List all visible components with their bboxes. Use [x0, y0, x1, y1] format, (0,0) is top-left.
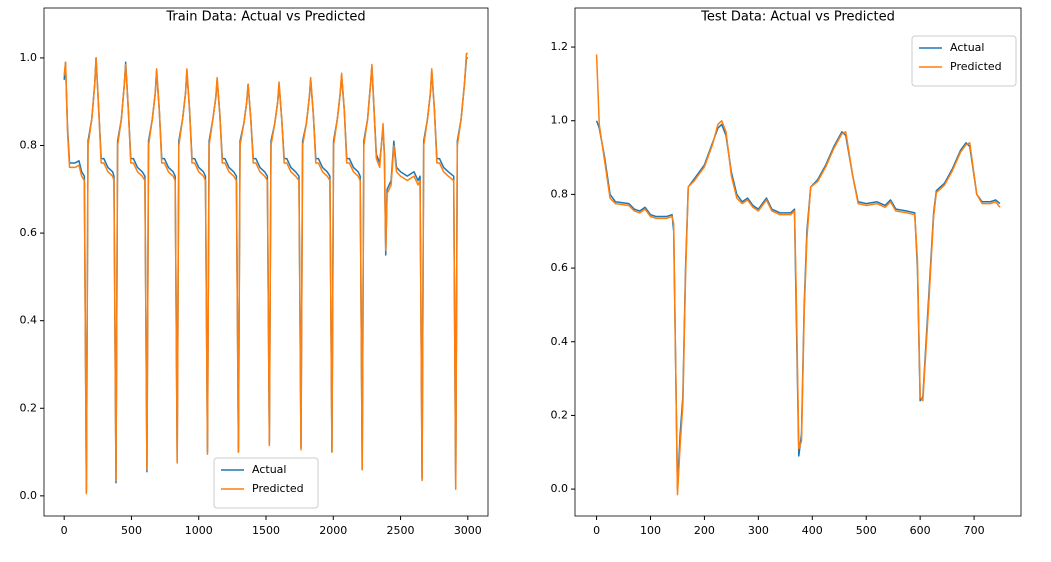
x-tick-label: 1000	[185, 524, 213, 537]
chart-title: Test Data: Actual vs Predicted	[700, 10, 895, 25]
y-tick-label: 0.4	[551, 335, 569, 348]
y-tick-label: 0.6	[20, 226, 38, 239]
x-tick-label: 2000	[319, 524, 347, 537]
y-tick-label: 0.8	[551, 187, 569, 200]
x-tick-label: 0	[61, 524, 68, 537]
x-tick-label: 600	[910, 524, 931, 537]
axes-frame	[43, 7, 489, 517]
subplot: Train Data: Actual vs Predicted 0 500 1000 1…	[20, 7, 489, 537]
x-tick-label: 2500	[387, 524, 415, 537]
x-tick-label: 0	[593, 524, 600, 537]
axes-frame	[574, 7, 1022, 517]
y-tick-label: 0.0	[20, 489, 38, 502]
x-tick-label: 300	[748, 524, 769, 537]
data-line	[63, 52, 468, 495]
y-tick-label: 1.0	[551, 114, 569, 127]
y-tick-label: 0.2	[551, 408, 569, 421]
y-tick-label: 0.4	[20, 314, 38, 327]
legend-label: Actual	[950, 41, 984, 54]
y-tick-label: 0.0	[551, 482, 569, 495]
y-tick-label: 0.8	[20, 139, 38, 152]
x-tick-label: 500	[856, 524, 877, 537]
data-line	[63, 57, 468, 493]
chart-title: Train Data: Actual vs Predicted	[165, 10, 365, 25]
legend-label: Predicted	[252, 482, 304, 495]
x-tick-label: 700	[964, 524, 985, 537]
x-tick-label: 3000	[454, 524, 482, 537]
data-line	[595, 54, 1001, 496]
legend-label: Actual	[252, 463, 286, 476]
subplot: Test Data: Actual vs Predicted 0 100 200 300…	[551, 7, 1022, 537]
y-tick-label: 1.0	[20, 51, 38, 64]
x-tick-label: 400	[802, 524, 823, 537]
x-tick-label: 500	[121, 524, 142, 537]
y-tick-label: 0.6	[551, 261, 569, 274]
y-tick-label: 0.2	[20, 401, 38, 414]
x-tick-label: 100	[640, 524, 661, 537]
legend-label: Predicted	[950, 60, 1002, 73]
y-tick-label: 1.2	[551, 40, 569, 53]
x-tick-label: 1500	[252, 524, 280, 537]
x-tick-label: 200	[694, 524, 715, 537]
